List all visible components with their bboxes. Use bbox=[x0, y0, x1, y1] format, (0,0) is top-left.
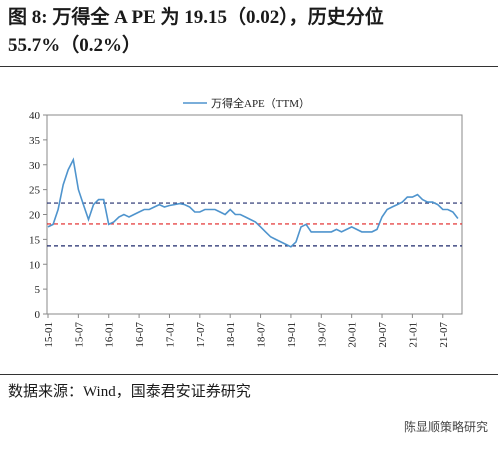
x-tick-label: 19-07 bbox=[316, 322, 328, 348]
legend-label: 万得全APE（TTM） bbox=[211, 96, 310, 110]
y-tick-label: 30 bbox=[29, 160, 41, 172]
y-tick-label: 40 bbox=[29, 110, 41, 122]
line-series bbox=[47, 157, 459, 248]
rule bbox=[0, 66, 498, 67]
x-tick-label: 17-01 bbox=[164, 322, 176, 348]
figure-title: 图 8: 万得全 A PE 为 19.15（0.02），历史分位 55.7%（0… bbox=[8, 7, 384, 56]
x-tick-label: 21-07 bbox=[438, 322, 450, 348]
y-tick-label: 20 bbox=[29, 210, 41, 222]
y-tick-label: 35 bbox=[29, 135, 41, 147]
source: 数据来源：Wind，国泰君安证券研究 bbox=[8, 384, 251, 400]
x-tick-label: 18-01 bbox=[225, 322, 237, 348]
x-tick-label: 17-07 bbox=[195, 322, 207, 348]
y-tick-label: 0 bbox=[35, 309, 41, 321]
x-tick-label: 20-01 bbox=[347, 322, 359, 348]
x-tick-label: 15-01 bbox=[43, 322, 55, 348]
chart: 0 5 10 15 20 25 30 35 40 15-01 15-07 16-01 16-07 17-0… bbox=[29, 96, 463, 348]
x-tick-label: 16-07 bbox=[134, 322, 146, 348]
y-tick-label: 15 bbox=[29, 234, 41, 246]
x-tick-label: 19-01 bbox=[286, 322, 298, 348]
watermark: 陈显顺策略研究 bbox=[403, 420, 488, 434]
rule bbox=[0, 374, 498, 375]
x-tick-label: 16-01 bbox=[104, 322, 116, 348]
y-tick-label: 25 bbox=[29, 185, 41, 197]
x-tick-label: 20-07 bbox=[377, 322, 389, 348]
x-tick-label: 18-07 bbox=[256, 322, 268, 348]
x-tick-label: 21-01 bbox=[407, 322, 419, 348]
y-tick-label: 5 bbox=[35, 284, 41, 296]
x-tick-label: 15-07 bbox=[73, 322, 85, 348]
plot-frame bbox=[46, 114, 463, 315]
y-tick-label: 10 bbox=[29, 259, 41, 271]
